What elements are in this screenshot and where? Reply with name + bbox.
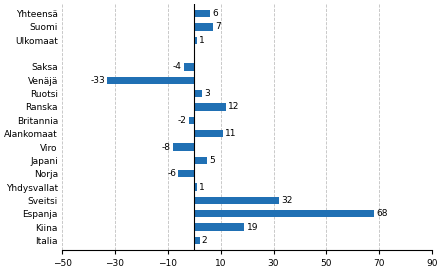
Text: 68: 68: [376, 209, 388, 218]
Text: -33: -33: [90, 76, 105, 85]
Bar: [194, 10, 210, 17]
Text: 12: 12: [228, 103, 240, 112]
Bar: [194, 36, 197, 44]
Bar: [179, 170, 194, 177]
Bar: [184, 63, 194, 70]
Text: 2: 2: [202, 236, 207, 245]
Text: 5: 5: [210, 156, 215, 165]
Text: 1: 1: [199, 183, 205, 191]
Bar: [194, 183, 197, 191]
Bar: [194, 223, 244, 231]
Bar: [173, 143, 194, 151]
Bar: [189, 117, 194, 124]
Text: -4: -4: [173, 62, 182, 72]
Bar: [194, 197, 279, 204]
Bar: [194, 210, 374, 217]
Bar: [194, 157, 207, 164]
Text: -6: -6: [167, 169, 176, 178]
Bar: [194, 90, 202, 97]
Text: -8: -8: [162, 143, 171, 152]
Bar: [107, 77, 194, 84]
Text: 32: 32: [281, 196, 292, 205]
Bar: [194, 23, 213, 30]
Text: 6: 6: [212, 9, 218, 18]
Bar: [194, 130, 223, 137]
Text: 1: 1: [199, 36, 205, 45]
Text: 7: 7: [215, 22, 221, 31]
Text: 11: 11: [225, 129, 237, 138]
Bar: [194, 103, 226, 111]
Text: 19: 19: [247, 222, 258, 232]
Bar: [194, 237, 199, 244]
Text: -2: -2: [178, 116, 187, 125]
Text: 3: 3: [204, 89, 210, 98]
